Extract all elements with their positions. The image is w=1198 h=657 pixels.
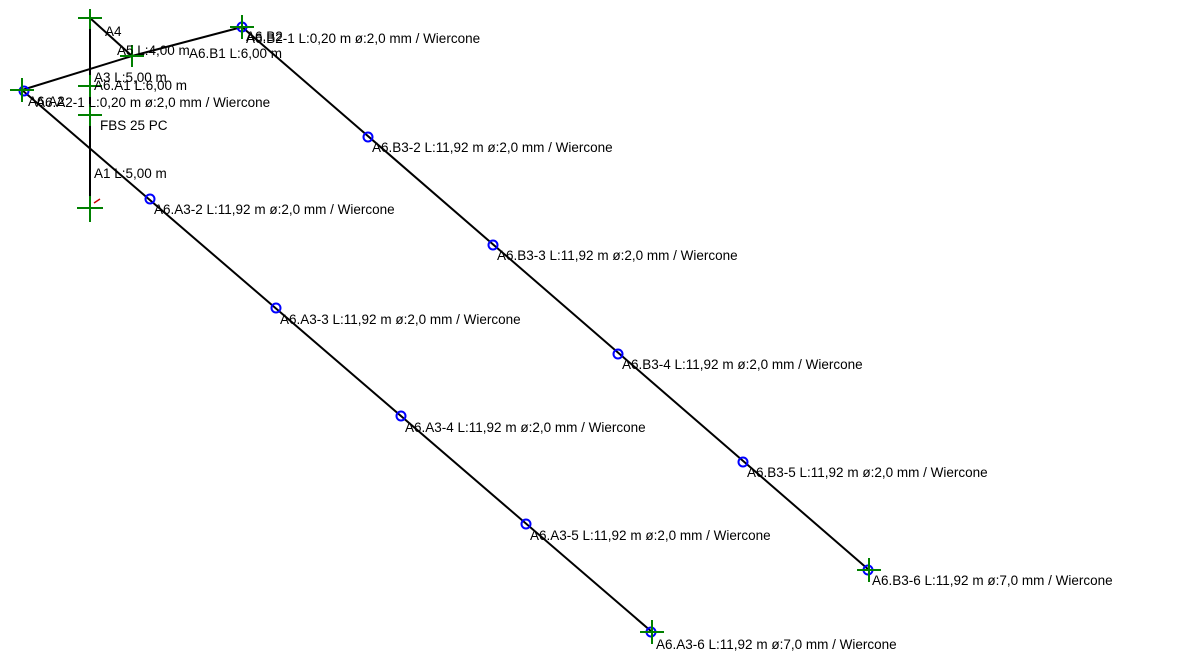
- label-a5-length: A5 L:4,00 m: [117, 43, 190, 58]
- node-b3-3[interactable]: [487, 239, 499, 251]
- label-b3-5: A6.B3-5 L:11,92 m ø:2,0 mm / Wiercone: [747, 465, 988, 480]
- label-a6a2: A6.A2: [28, 94, 65, 109]
- node-a3-4[interactable]: [395, 410, 407, 422]
- label-a1-length: A1 L:5,00 m: [94, 166, 167, 181]
- marker-a3-6[interactable]: [640, 620, 664, 644]
- pipe-a4[interactable]: [89, 17, 133, 57]
- label-a3-6: A6.A3-6 L:11,92 m ø:7,0 mm / Wiercone: [656, 637, 897, 652]
- label-b3-6: A6.B3-6 L:11,92 m ø:7,0 mm / Wiercone: [872, 573, 1113, 588]
- markers: [10, 9, 881, 644]
- label-a3-3: A6.A3-3 L:11,92 m ø:2,0 mm / Wiercone: [280, 312, 521, 327]
- label-a4: A4: [105, 24, 122, 39]
- node-a3-3[interactable]: [270, 302, 282, 314]
- node-b3-4[interactable]: [612, 348, 624, 360]
- label-a6b1-length: A6.B1 L:6,00 m: [189, 46, 282, 61]
- label-a3-2: A6.A3-2 L:11,92 m ø:2,0 mm / Wiercone: [154, 202, 395, 217]
- pipes: [21, 17, 870, 633]
- marker-a4-top[interactable]: [78, 9, 102, 29]
- label-a3-5: A6.A3-5 L:11,92 m ø:2,0 mm / Wiercone: [530, 528, 771, 543]
- marker-a1-bottom[interactable]: [77, 196, 103, 222]
- pipe-a6b3[interactable]: [241, 26, 870, 571]
- marker-a6b2[interactable]: [230, 15, 254, 39]
- label-a3-length: A3 L:5,00 m: [94, 70, 167, 85]
- label-b3-4: A6.B3-4 L:11,92 m ø:2,0 mm / Wiercone: [622, 357, 863, 372]
- pipe-a6a1[interactable]: [21, 55, 133, 91]
- node-b3-2[interactable]: [362, 131, 374, 143]
- label-a6b2: A6.B2: [246, 29, 283, 44]
- node-a3-2[interactable]: [144, 193, 156, 205]
- pipe-a6b1[interactable]: [131, 26, 243, 57]
- marker-b3-6[interactable]: [857, 558, 881, 582]
- marker-device[interactable]: [78, 104, 102, 126]
- labels: A4 A5 L:4,00 m A6.B1 L:6,00 m A6.B2 A6.B…: [28, 24, 1113, 652]
- node-a3-5[interactable]: [520, 518, 532, 530]
- label-a6b2-1: A6.B2-1 L:0,20 m ø:2,0 mm / Wiercone: [246, 31, 480, 46]
- marker-a6a2[interactable]: [10, 78, 34, 102]
- label-b3-3: A6.B3-3 L:11,92 m ø:2,0 mm / Wiercone: [497, 248, 738, 263]
- label-a3-4: A6.A3-4 L:11,92 m ø:2,0 mm / Wiercone: [405, 420, 646, 435]
- label-b3-2: A6.B3-2 L:11,92 m ø:2,0 mm / Wiercone: [372, 140, 613, 155]
- node-b3-5[interactable]: [737, 456, 749, 468]
- marker-a3-junction[interactable]: [78, 75, 102, 97]
- nodes: [18, 21, 874, 638]
- marker-a5-junction[interactable]: [120, 45, 144, 67]
- label-a6a1-length: A6.A1 L:6,00 m: [94, 78, 187, 93]
- label-a6a2-1: A6.A2-1 L:0,20 m ø:2,0 mm / Wiercone: [36, 95, 270, 110]
- label-device: FBS 25 PC: [100, 118, 168, 133]
- pipe-a6a3[interactable]: [21, 89, 653, 633]
